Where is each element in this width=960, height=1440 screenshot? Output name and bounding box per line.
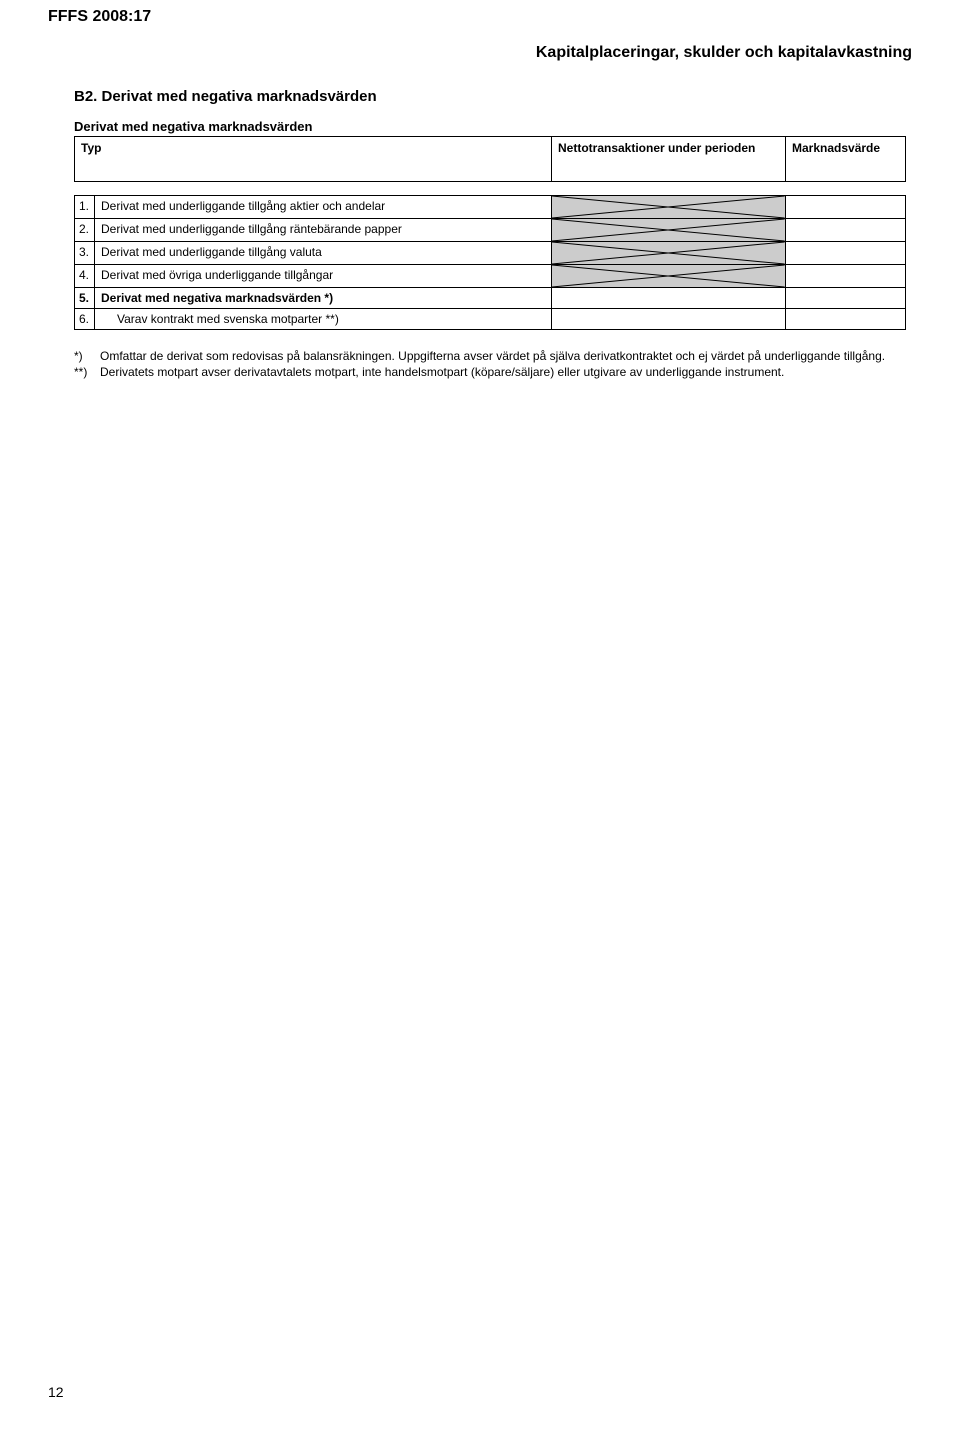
row-number: 3.: [75, 241, 95, 264]
row-number: 6.: [75, 308, 95, 329]
row-number: 1.: [75, 195, 95, 218]
cell-marknadsvarde: [786, 195, 906, 218]
row-number: 2.: [75, 218, 95, 241]
footnote: *)Omfattar de derivat som redovisas på b…: [74, 348, 912, 364]
cell-marknadsvarde: [786, 287, 906, 308]
table-row: 4.Derivat med övriga underliggande tillg…: [75, 264, 906, 287]
derivatives-table: Typ Nettotransaktioner under perioden Ma…: [74, 136, 906, 196]
cell-marknadsvarde: [786, 218, 906, 241]
table-row: 5.Derivat med negativa marknadsvärden *): [75, 287, 906, 308]
footnote: **)Derivatets motpart avser derivatavtal…: [74, 364, 912, 380]
spacer-row: [75, 182, 906, 196]
row-label: Derivat med underliggande tillgång ränte…: [94, 218, 552, 241]
cell-marknadsvarde: [786, 264, 906, 287]
cell-nettotransaktioner: [552, 287, 786, 308]
cell-marknadsvarde: [786, 308, 906, 329]
table-row: 3.Derivat med underliggande tillgång val…: [75, 241, 906, 264]
document-title: Kapitalplaceringar, skulder och kapitala…: [48, 44, 912, 62]
row-label: Derivat med underliggande tillgång aktie…: [94, 195, 552, 218]
column-header-marknad: Marknadsvärde: [786, 137, 906, 182]
row-label: Derivat med underliggande tillgång valut…: [94, 241, 552, 264]
column-header-netto: Nettotransaktioner under perioden: [552, 137, 786, 182]
footnote-text: Derivatets motpart avser derivatavtalets…: [100, 364, 784, 380]
section-heading: B2. Derivat med negativa marknadsvärden: [74, 88, 912, 105]
footnote-marker: **): [74, 364, 100, 380]
cell-nettotransaktioner: [552, 241, 786, 264]
row-label: Derivat med övriga underliggande tillgån…: [94, 264, 552, 287]
cell-nettotransaktioner: [552, 264, 786, 287]
table-row: 6.Varav kontrakt med svenska motparter *…: [75, 308, 906, 329]
footnote-text: Omfattar de derivat som redovisas på bal…: [100, 348, 885, 364]
table-row: 2.Derivat med underliggande tillgång rän…: [75, 218, 906, 241]
footnote-marker: *): [74, 348, 100, 364]
document-reference: FFFS 2008:17: [48, 8, 912, 26]
column-header-typ: Typ: [75, 137, 552, 182]
footnotes: *)Omfattar de derivat som redovisas på b…: [74, 348, 912, 380]
cell-nettotransaktioner: [552, 308, 786, 329]
derivatives-rows: 1.Derivat med underliggande tillgång akt…: [74, 195, 906, 330]
table-subheading: Derivat med negativa marknadsvärden: [74, 119, 912, 134]
table-row: 1.Derivat med underliggande tillgång akt…: [75, 195, 906, 218]
row-label: Varav kontrakt med svenska motparter **): [94, 308, 552, 329]
row-number: 5.: [75, 287, 95, 308]
row-number: 4.: [75, 264, 95, 287]
row-label: Derivat med negativa marknadsvärden *): [94, 287, 552, 308]
cell-nettotransaktioner: [552, 218, 786, 241]
page-number: 12: [48, 1384, 64, 1400]
cell-marknadsvarde: [786, 241, 906, 264]
table-header-row: Typ Nettotransaktioner under perioden Ma…: [75, 137, 906, 182]
cell-nettotransaktioner: [552, 195, 786, 218]
